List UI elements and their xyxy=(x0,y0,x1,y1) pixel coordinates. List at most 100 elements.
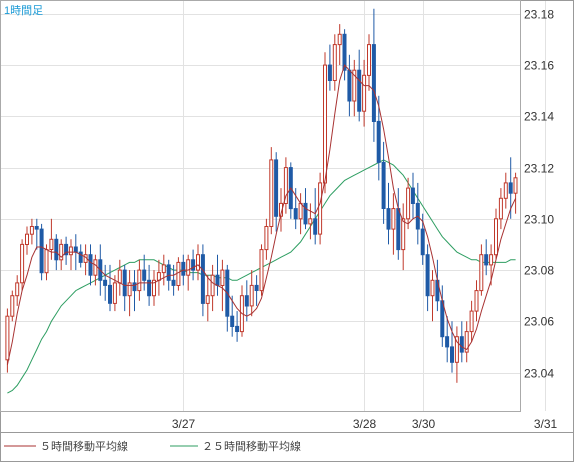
candle-body xyxy=(142,269,147,281)
candle-body xyxy=(147,279,152,297)
candle-up xyxy=(68,239,73,271)
candle-down xyxy=(122,264,127,312)
candle-up xyxy=(469,300,474,342)
x-tick-label: 3/27 xyxy=(172,417,196,431)
candle-up xyxy=(367,34,371,91)
candle-up xyxy=(152,270,156,306)
candle-body xyxy=(264,226,269,251)
y-tick-label: 23.16 xyxy=(524,59,554,73)
candle-down xyxy=(171,264,176,296)
x-axis-ticks: 3/27 3/28 3/30 3/31 xyxy=(172,417,558,431)
candle-up xyxy=(249,270,254,317)
y-tick-label: 23.06 xyxy=(524,315,554,329)
x-tick-label: 3/31 xyxy=(534,417,558,431)
candle-body xyxy=(318,182,323,235)
candle-body xyxy=(156,272,161,281)
candle-down xyxy=(191,249,196,281)
candle-down xyxy=(142,254,147,291)
candle-up xyxy=(464,321,469,363)
candle-down xyxy=(425,244,430,312)
candle-body xyxy=(54,238,59,261)
candle-down xyxy=(244,280,249,322)
candle-up xyxy=(283,157,288,214)
plot-area-border xyxy=(0,0,521,412)
x-tick-label: 3/30 xyxy=(412,417,436,431)
candle-up xyxy=(332,34,337,91)
candle-up xyxy=(362,59,367,127)
candle-down xyxy=(230,295,235,337)
candle-down xyxy=(254,275,259,306)
legend-label-ma5: ５時間移動平均線 xyxy=(40,439,128,453)
candle-body xyxy=(220,269,225,287)
candle-down xyxy=(386,182,391,245)
candle-up xyxy=(196,244,200,281)
candle-down xyxy=(445,316,450,363)
candle-down xyxy=(34,218,39,250)
candle-body xyxy=(137,269,142,292)
candle-up xyxy=(112,275,117,312)
candle-down xyxy=(147,264,152,306)
legend-item-ma25: ２５時間移動平均線 xyxy=(170,439,301,453)
candle-body xyxy=(513,177,518,194)
candle-body xyxy=(342,33,347,71)
candle-body xyxy=(181,261,186,276)
candle-up xyxy=(401,203,406,271)
candle-down xyxy=(371,8,376,142)
candle-body xyxy=(367,44,371,76)
y-tick-label: 23.12 xyxy=(524,162,554,176)
candle-down xyxy=(103,264,108,301)
y-tick-label: 23.10 xyxy=(524,213,554,227)
candle-body xyxy=(210,274,215,297)
candle-body xyxy=(161,264,166,274)
candle-up xyxy=(264,218,269,260)
candle-body xyxy=(166,264,171,281)
candle-body xyxy=(386,208,391,230)
candle-body xyxy=(64,243,69,256)
candle-up xyxy=(498,188,503,230)
candle-body xyxy=(489,254,494,266)
candle-body xyxy=(93,259,98,276)
candle-body xyxy=(381,161,386,209)
candle-body xyxy=(450,346,454,363)
candle-up xyxy=(210,264,215,312)
candle-body xyxy=(117,269,122,284)
candle-up xyxy=(337,24,342,66)
candle-body xyxy=(88,254,93,276)
candle-up xyxy=(269,147,274,235)
candle-down xyxy=(410,172,415,219)
candle-body xyxy=(459,336,464,353)
candle-up xyxy=(186,254,191,291)
candle-body xyxy=(108,284,112,304)
candle-body xyxy=(352,69,357,102)
candle-body xyxy=(59,243,64,261)
candle-up xyxy=(49,218,54,260)
candle-down xyxy=(88,244,93,286)
x-tick-label: 3/28 xyxy=(353,417,377,431)
candle-body xyxy=(103,279,108,286)
candle-body xyxy=(494,218,498,256)
candle-body xyxy=(127,282,132,297)
candle-up xyxy=(259,244,264,296)
candle-body xyxy=(308,218,313,225)
candle-body xyxy=(176,261,181,286)
candle-body xyxy=(327,64,332,81)
candle-up xyxy=(391,193,396,255)
candle-up xyxy=(220,259,225,312)
candle-body xyxy=(196,254,200,271)
candle-down xyxy=(327,44,332,91)
candle-body xyxy=(200,254,205,304)
candle-up xyxy=(127,270,132,317)
candle-down xyxy=(313,188,318,245)
candle-up xyxy=(137,259,142,301)
candle-body xyxy=(132,282,137,292)
candle-body xyxy=(474,290,479,312)
candle-body xyxy=(337,33,342,46)
candle-body xyxy=(259,249,264,292)
candle-down xyxy=(450,321,454,373)
y-tick-label: 23.18 xyxy=(524,8,554,22)
candle-body xyxy=(44,249,49,274)
candle-down xyxy=(376,95,381,181)
grid xyxy=(1,1,546,411)
